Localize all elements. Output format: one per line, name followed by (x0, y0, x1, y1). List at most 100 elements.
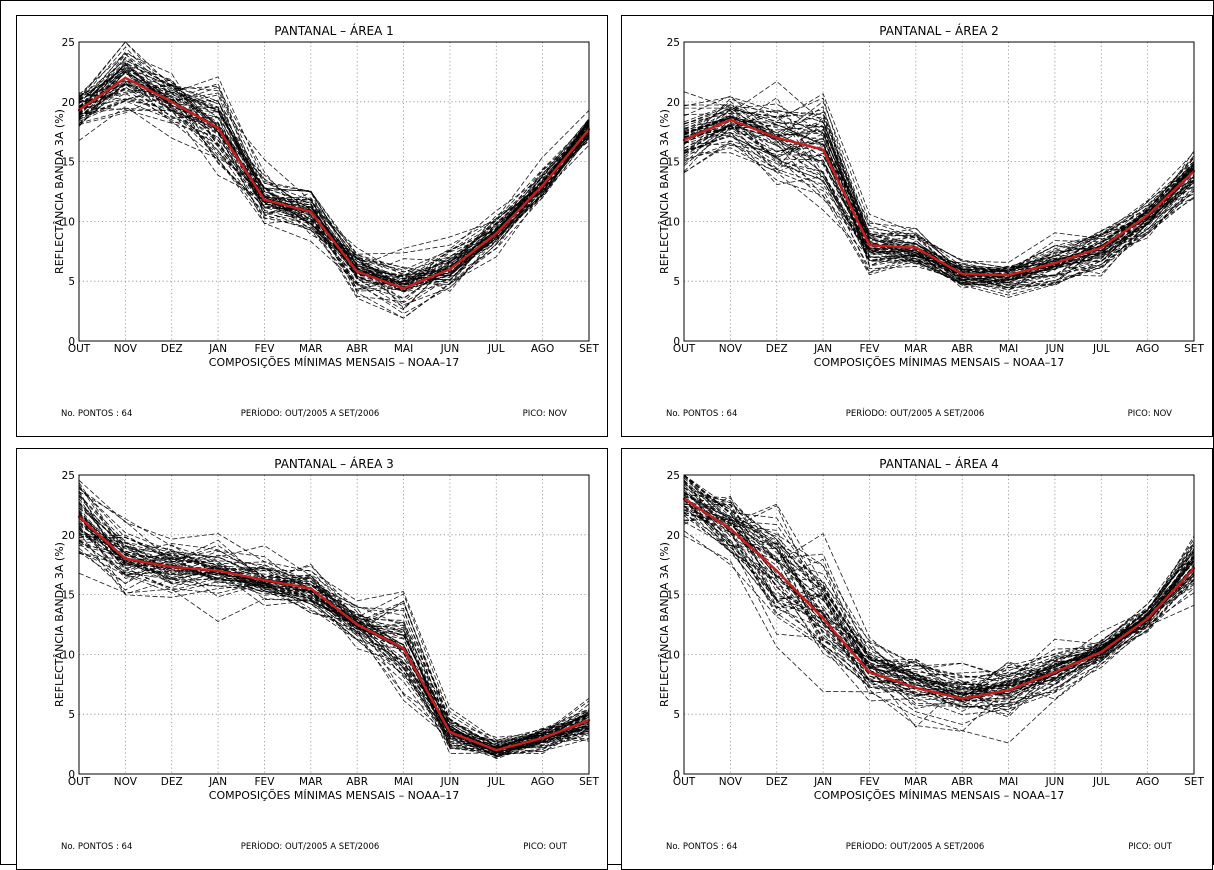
sample-line (78, 572, 590, 753)
sample-line (78, 98, 590, 292)
sample-line (683, 474, 1195, 678)
footer-point-count: No. PONTOS : 64 (61, 409, 132, 419)
mean-point (448, 268, 452, 271)
x-tick-label: DEZ (766, 776, 788, 788)
sample-line (683, 106, 1195, 279)
sample-line (78, 53, 590, 279)
chart-svg: OUT NOV DEZ JAN FEV MAR ABR MAI JUN JUL AGO SET 0 5 10… (658, 456, 1204, 852)
x-tick-label: ABR (951, 776, 973, 788)
sample-line (683, 108, 1195, 269)
y-tick-label: 10 (667, 649, 680, 661)
x-tick-label: NOV (114, 343, 138, 355)
sample-line (683, 115, 1195, 284)
y-tick-label: 10 (62, 216, 75, 228)
y-tick-label: 5 (68, 709, 75, 721)
sample-line (78, 84, 590, 284)
sample-line (683, 124, 1195, 281)
x-tick-label: JUN (440, 776, 460, 788)
sample-line (78, 83, 590, 276)
sample-line (683, 499, 1195, 712)
sample-line (683, 115, 1195, 281)
sample-line (78, 81, 590, 308)
x-tick-label: MAR (904, 343, 928, 355)
sample-line (683, 474, 1195, 678)
sample-line (683, 111, 1195, 275)
mean-point (775, 569, 778, 572)
sample-line (683, 95, 1195, 276)
sample-line (78, 513, 590, 750)
mean-point (263, 198, 266, 202)
chart-svg: OUT NOV DEZ JAN FEV MAR ABR MAI JUN JUL AGO SET 0 5 10… (53, 23, 599, 419)
sample-line (683, 505, 1195, 707)
footer-period: PERÍODO: OUT/2005 A SET/2006 (846, 840, 985, 852)
x-tick-label: SET (579, 343, 599, 355)
mean-point (402, 287, 405, 290)
sample-line (683, 487, 1195, 695)
sample-line (78, 79, 590, 273)
sample-line (683, 104, 1195, 269)
sample-line (78, 507, 590, 749)
x-tick-label: JUN (1045, 776, 1065, 788)
sample-line (78, 62, 590, 276)
mean-point (124, 76, 127, 80)
chart-svg: OUT NOV DEZ JAN FEV MAR ABR MAI JUN JUL AGO SET 0 5 10… (53, 456, 599, 852)
sample-line (683, 91, 1195, 272)
mean-point (960, 272, 964, 276)
mean-point (402, 647, 405, 650)
sample-line (683, 480, 1195, 703)
footer-point-count: No. PONTOS : 64 (666, 409, 737, 419)
x-tick-label: FEV (255, 776, 276, 788)
x-tick-label: JAN (813, 343, 832, 355)
plot-frame (78, 474, 590, 775)
mean-point (960, 697, 964, 700)
y-tick-label: 0 (68, 769, 75, 781)
mean-line (78, 76, 590, 290)
sample-line (78, 70, 590, 306)
mean-point (729, 527, 732, 531)
mean-point (541, 184, 544, 187)
mean-point (1053, 671, 1057, 674)
mean-point (821, 617, 825, 620)
mean-point (170, 100, 173, 104)
sample-line (78, 511, 590, 760)
chart-panel-area-3: OUT NOV DEZ JAN FEV MAR ABR MAI JUN JUL AGO SET 0 5 10… (16, 448, 608, 870)
sample-line (683, 107, 1195, 271)
y-tick-label: 5 (68, 276, 75, 288)
sample-line (683, 110, 1195, 286)
sample-line (683, 142, 1195, 293)
sample-line (683, 512, 1195, 695)
sample-line (683, 499, 1195, 701)
plot-area (684, 42, 1194, 341)
plot-frame (683, 41, 1195, 342)
x-tick-label: JAN (813, 776, 832, 788)
sample-line (683, 512, 1195, 697)
x-tick-label: JAN (208, 776, 227, 788)
x-tick-label: NOV (719, 776, 743, 788)
x-tick-label: JUN (1045, 343, 1065, 355)
sample-line (683, 496, 1195, 703)
x-tick-label: DEZ (161, 776, 183, 788)
x-tick-label: JUL (1092, 343, 1110, 355)
x-tick-label: JUN (440, 343, 460, 355)
sample-line (78, 495, 590, 748)
sample-line (683, 498, 1195, 709)
mean-point (124, 557, 127, 560)
x-tick-label: OUT (673, 343, 696, 355)
mean-point (309, 210, 313, 214)
sample-line (78, 53, 590, 277)
sample-line (683, 491, 1195, 678)
y-tick-label: 0 (673, 769, 680, 781)
x-tick-label: NOV (114, 776, 138, 788)
chart-svg: OUT NOV DEZ JAN FEV MAR ABR MAI JUN JUL AGO SET 0 5 10… (658, 23, 1204, 419)
sample-line (78, 80, 590, 285)
sample-line (683, 474, 1195, 703)
sample-line (78, 517, 590, 756)
footer-period: PERÍODO: OUT/2005 A SET/2006 (241, 407, 380, 419)
mean-point (1146, 617, 1149, 620)
sample-line (683, 124, 1195, 288)
sample-line (78, 511, 590, 746)
chart-panel-area-2: OUT NOV DEZ JAN FEV MAR ABR MAI JUN JUL AGO SET 0 5 10… (621, 15, 1213, 437)
y-tick-label: 5 (673, 276, 680, 288)
mean-point (1146, 214, 1149, 217)
